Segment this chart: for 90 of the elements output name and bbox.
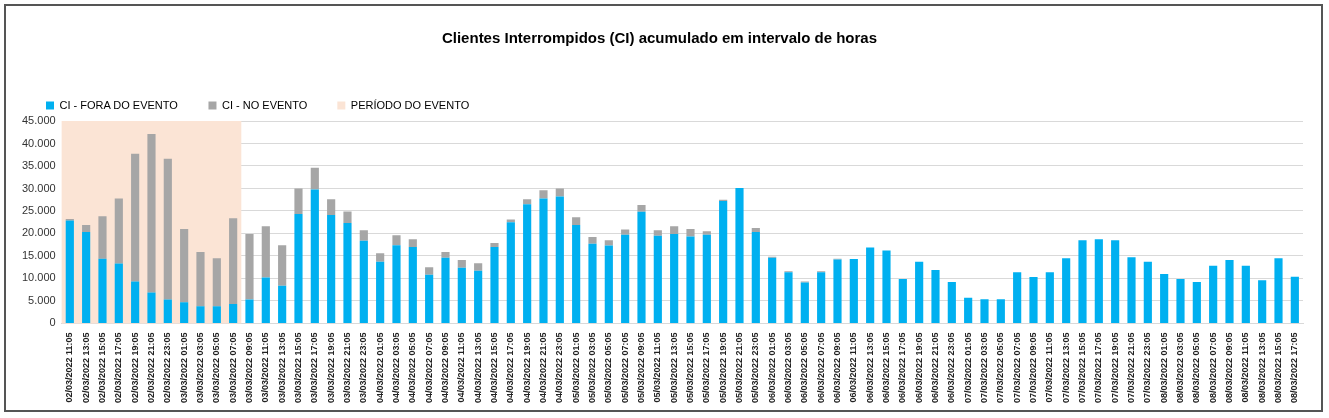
x-tick-label: 03/03/2022 09:05	[243, 332, 254, 404]
x-tick-label: 04/03/2022 13:05	[472, 332, 483, 404]
x-tick-label: 03/03/2022 23:05	[358, 332, 369, 404]
x-tick-label: 05/03/2022 03:05	[586, 332, 597, 404]
x-tick-label: 05/03/2022 05:05	[603, 332, 614, 404]
x-tick-label: 07/03/2022 07:05	[1011, 332, 1022, 404]
x-tick-label: 08/03/2022 01:05	[1158, 332, 1169, 404]
x-tick-label: 03/03/2022 15:05	[292, 332, 303, 404]
x-tick-label: 06/03/2022 13:05	[864, 332, 875, 404]
x-tick-label: 06/03/2022 21:05	[929, 332, 940, 404]
x-tick-label: 05/03/2022 15:05	[684, 332, 695, 404]
y-tick-label: 20.000	[21, 226, 56, 239]
x-tick-label: 03/03/2022 17:05	[309, 332, 320, 404]
y-tick-label: 30.000	[21, 181, 56, 194]
x-tick-label: 07/03/2022 05:05	[995, 332, 1006, 404]
legend-label: PERÍODO DO EVENTO	[350, 98, 470, 111]
x-tick-label: 05/03/2022 11:05	[652, 332, 663, 403]
x-tick-label: 07/03/2022 11:05	[1044, 332, 1055, 403]
x-tick-label: 04/03/2022 01:05	[374, 332, 385, 404]
x-tick-label: 04/03/2022 17:05	[505, 332, 516, 404]
x-tick-label: 06/03/2022 15:05	[880, 332, 891, 404]
x-tick-label: 04/03/2022 05:05	[407, 332, 418, 404]
x-tick-label: 05/03/2022 01:05	[570, 332, 581, 404]
x-tick-label: 03/03/2022 13:05	[276, 332, 287, 404]
x-tick-label: 03/03/2022 11:05	[260, 332, 271, 403]
y-tick-label: 10.000	[21, 271, 56, 284]
x-tick-label: 04/03/2022 19:05	[521, 332, 532, 404]
x-tick-label: 04/03/2022 07:05	[423, 332, 434, 404]
x-tick-label: 07/03/2022 01:05	[962, 332, 973, 404]
x-tick-label: 08/03/2022 09:05	[1223, 332, 1234, 404]
x-tick-label: 06/03/2022 11:05	[848, 332, 859, 403]
x-tick-label: 07/03/2022 09:05	[1027, 332, 1038, 404]
x-tick-label: 02/03/2022 19:05	[129, 332, 140, 404]
x-tick-label: 05/03/2022 23:05	[750, 332, 761, 404]
x-tick-label: 05/03/2022 09:05	[635, 332, 646, 404]
x-tick-label: 05/03/2022 21:05	[733, 332, 744, 404]
x-tick-label: 04/03/2022 11:05	[456, 332, 467, 403]
x-tick-label: 02/03/2022 15:05	[96, 332, 107, 404]
x-tick-label: 02/03/2022 17:05	[113, 332, 124, 404]
legend-label: CI - NO EVENTO	[221, 98, 308, 111]
x-tick-label: 06/03/2022 19:05	[913, 332, 924, 404]
x-tick-label: 04/03/2022 15:05	[488, 332, 499, 404]
x-tick-label: 06/03/2022 23:05	[946, 332, 957, 404]
x-tick-label: 06/03/2022 17:05	[897, 332, 908, 404]
x-tick-label: 05/03/2022 19:05	[717, 332, 728, 404]
x-tick-label: 04/03/2022 23:05	[554, 332, 565, 404]
x-tick-label: 03/03/2022 01:05	[178, 332, 189, 404]
x-tick-label: 05/03/2022 07:05	[619, 332, 630, 404]
x-tick-label: 07/03/2022 13:05	[1060, 332, 1071, 404]
x-tick-label: 03/03/2022 05:05	[211, 332, 222, 404]
x-tick-label: 08/03/2022 11:05	[1240, 332, 1251, 403]
x-tick-label: 06/03/2022 01:05	[766, 332, 777, 404]
x-tick-label: 07/03/2022 15:05	[1076, 332, 1087, 404]
x-tick-label: 07/03/2022 19:05	[1109, 332, 1120, 404]
x-tick-label: 08/03/2022 17:05	[1289, 332, 1300, 404]
x-tick-label: 04/03/2022 09:05	[439, 332, 450, 404]
x-tick-label: 08/03/2022 13:05	[1256, 332, 1267, 404]
x-tick-label: 04/03/2022 03:05	[390, 332, 401, 404]
x-tick-label: 08/03/2022 03:05	[1174, 332, 1185, 404]
y-tick-label: 25.000	[21, 204, 56, 216]
x-tick-label: 02/03/2022 21:05	[145, 332, 156, 404]
x-tick-label: 03/03/2022 21:05	[341, 332, 352, 404]
x-tick-label: 06/03/2022 05:05	[799, 332, 810, 404]
x-tick-label: 02/03/2022 13:05	[80, 332, 91, 404]
x-tick-label: 08/03/2022 05:05	[1191, 332, 1202, 404]
x-tick-label: 07/03/2022 03:05	[978, 332, 989, 404]
y-tick-label: 5.000	[28, 293, 56, 306]
x-tick-label: 07/03/2022 21:05	[1125, 332, 1136, 404]
x-tick-label: 07/03/2022 23:05	[1142, 332, 1153, 404]
x-tick-label: 06/03/2022 03:05	[782, 332, 793, 404]
x-tick-label: 03/03/2022 19:05	[325, 332, 336, 404]
x-tick-label: 08/03/2022 15:05	[1272, 332, 1283, 404]
y-tick-label: 40.000	[21, 136, 56, 149]
y-tick-label: 0	[49, 316, 56, 329]
x-tick-label: 02/03/2022 11:05	[64, 332, 75, 403]
x-tick-label: 03/03/2022 07:05	[227, 332, 238, 404]
x-tick-label: 05/03/2022 17:05	[701, 332, 712, 404]
x-tick-label: 07/03/2022 17:05	[1093, 332, 1104, 404]
x-tick-label: 06/03/2022 09:05	[831, 332, 842, 404]
x-tick-label: 06/03/2022 07:05	[815, 332, 826, 404]
x-tick-label: 03/03/2022 03:05	[194, 332, 205, 404]
x-tick-label: 02/03/2022 23:05	[162, 332, 173, 404]
x-tick-label: 04/03/2022 21:05	[537, 332, 548, 404]
legend-label: CI - FORA DO EVENTO	[59, 98, 179, 111]
y-tick-label: 35.000	[21, 159, 56, 172]
y-tick-label: 45.000	[21, 114, 56, 127]
y-tick-label: 15.000	[21, 248, 56, 261]
chart-title: Clientes Interrompidos (CI) acumulado em intervalo de horas	[441, 29, 878, 47]
x-tick-label: 08/03/2022 07:05	[1207, 332, 1218, 404]
x-tick-label: 05/03/2022 13:05	[668, 332, 679, 404]
